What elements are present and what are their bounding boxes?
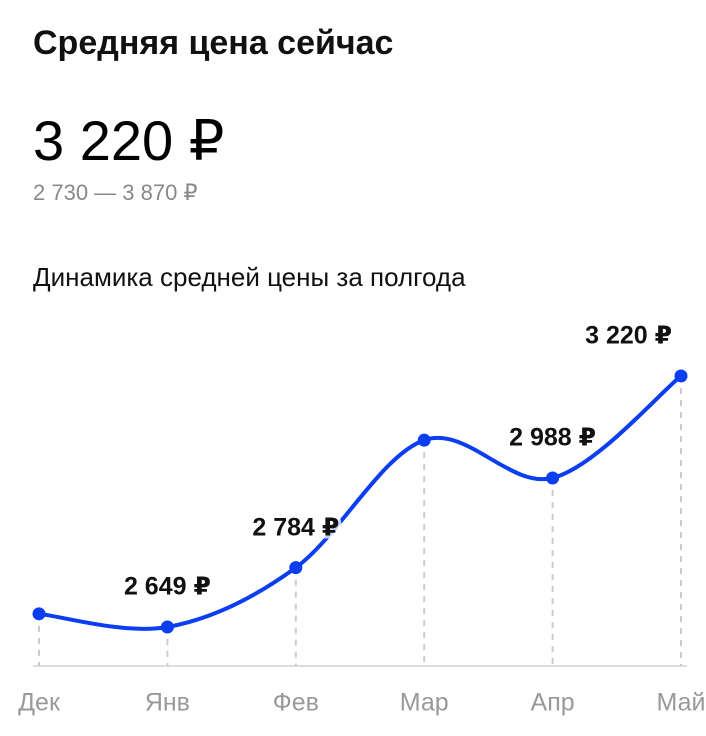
point [546,471,560,485]
point [289,561,303,575]
value-label: 2 988 ₽ [509,424,596,452]
value-label: 2 784 ₽ [252,513,339,541]
price: 3 220 ₽ [33,109,225,172]
x-tick-label: Май [657,689,706,717]
x-tick-label: Апр [531,689,575,717]
x-tick-label: Фев [273,689,319,717]
value-label: 3 220 ₽ [585,322,672,350]
point [32,607,46,621]
price-range: 2 730 — 3 870 ₽ [33,180,198,205]
point [160,620,174,634]
x-tick-label: Мар [400,689,449,717]
chart-title: Динамика средней цены за полгода [33,262,466,292]
x-tick-label: Дек [18,689,61,717]
x-tick-label: Янв [145,689,190,717]
point [417,433,431,447]
value-label: 2 649 ₽ [124,573,211,601]
title: Средняя цена сейчас [33,24,394,62]
point [674,369,688,383]
